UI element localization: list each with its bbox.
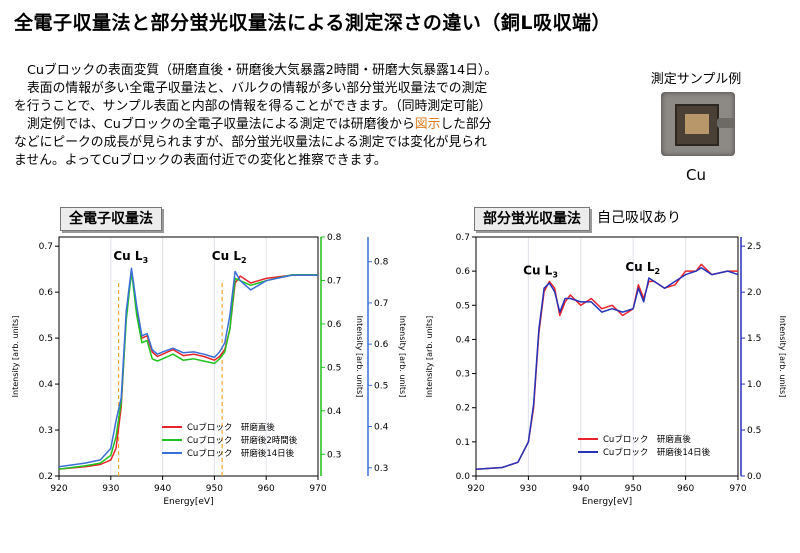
series-line: [58, 267, 318, 468]
peak-label-main: Cu L: [523, 264, 553, 278]
series-line: [58, 270, 318, 470]
y-tick-label: 0.7: [39, 242, 53, 252]
y-tick-label: 0.5: [456, 301, 470, 311]
peak-label-main: Cu L: [113, 249, 143, 263]
x-tick-label: 970: [309, 484, 326, 494]
legend-label: Cuブロック 研磨直後: [187, 422, 275, 433]
peak-label: Cu L3: [113, 249, 148, 265]
right-y-axis-label: Intensity [arb. units]: [778, 316, 787, 398]
right-y-axis-label: Intensity [arb. units]: [355, 316, 364, 398]
y-tick-label: 0.3: [456, 370, 470, 380]
description: Cuブロックの表面変質（研磨直後・研磨後大気暴露2時間・研磨大気暴露14日）。 …: [14, 62, 614, 170]
peak-label-main: Cu L: [212, 249, 242, 263]
right-y-tick-label: 0.8: [327, 233, 342, 243]
plot-frame: [58, 236, 319, 477]
right-y-tick-label: 1.0: [747, 380, 762, 390]
description-line: を行うことで、サンプル表面と内部の情報を得ることができます。（同時測定可能）: [14, 99, 492, 114]
y-axis-label: Intensity [arb. units]: [425, 316, 434, 398]
y-tick-label: 0.2: [456, 404, 470, 414]
peak-label-sub: 3: [143, 256, 149, 265]
x-tick-label: 960: [677, 484, 694, 494]
y-tick-label: 0.2: [39, 472, 53, 482]
right-y-tick-label: 0.4: [374, 423, 389, 433]
right-y-tick-label: 0.6: [327, 320, 342, 330]
peak-label-sub: 3: [552, 271, 558, 280]
description-line: Cuブロックの表面変質（研磨直後・研磨後大気暴露2時間・研磨大気暴露14日）。: [27, 63, 498, 78]
pfy-chart: 920 930 940 950 960 970 Energy[eV] 0.0 0.1 0.2 0.3…: [425, 233, 787, 507]
right-y-tick-label: 1.5: [747, 334, 761, 344]
sample-label: Cu: [686, 166, 706, 184]
x-axis-label: Energy[eV]: [582, 497, 632, 507]
right-y-tick-label: 0.0: [747, 472, 762, 482]
right-y-tick-label: 0.6: [374, 340, 389, 350]
sample-caption: 測定サンプル例: [650, 72, 742, 87]
highlight-text: 図示: [414, 117, 441, 132]
pfy-method-label: 部分蛍光収量法: [474, 207, 590, 231]
right-y-tick-label: 2.0: [747, 288, 762, 298]
x-tick-label: 950: [625, 484, 642, 494]
series-line: [475, 266, 739, 470]
right-y-tick-label: 0.5: [747, 426, 761, 436]
right-y-axis-label: Intensity [arb. units]: [398, 316, 407, 398]
plot-frame: [475, 236, 739, 477]
x-tick-label: 930: [102, 484, 119, 494]
cu-block: [685, 114, 709, 134]
description-text: 測定例では、Cuブロックの全電子収量法による測定では研磨後から: [27, 117, 415, 132]
y-tick-label: 0.4: [456, 335, 471, 345]
peak-label-sub: 2: [655, 267, 661, 276]
page-title: 全電子収量法と部分蛍光収量法による測定深さの違い（銅L吸収端）: [14, 12, 612, 34]
legend-label: Cuブロック 研磨後14日後: [187, 448, 295, 459]
x-tick-label: 970: [729, 484, 746, 494]
right-y-tick-label: 0.5: [374, 381, 388, 391]
description-text: した部分: [440, 117, 492, 132]
tey-chart: 920 930 940 950 960 970 Energy[eV] 0.2 0.3 0.4 0.5…: [11, 233, 407, 507]
y-tick-label: 0.1: [456, 438, 470, 448]
x-tick-label: 930: [520, 484, 537, 494]
x-tick-label: 940: [572, 484, 589, 494]
pfy-method-note: 自己吸収あり: [597, 210, 681, 226]
right-y-tick-label: 0.3: [374, 464, 388, 474]
y-tick-label: 0.3: [39, 426, 53, 436]
y-tick-label: 0.4: [39, 380, 54, 390]
sample-screw: [717, 118, 735, 128]
peak-label-main: Cu L: [625, 260, 655, 274]
x-tick-label: 920: [50, 484, 67, 494]
right-y-tick-label: 0.8: [374, 258, 389, 268]
tey-method-label: 全電子収量法: [60, 207, 162, 231]
x-tick-label: 950: [206, 484, 223, 494]
peak-label: Cu L2: [212, 249, 247, 265]
description-line: 表面の情報が多い全電子収量法と、バルクの情報が多い部分蛍光収量法での測定: [27, 81, 488, 96]
description-line: などにピークの成長が見られますが、部分蛍光収量法による測定では変化が見られ: [14, 135, 487, 150]
x-tick-label: 940: [154, 484, 171, 494]
sample-photo: [661, 92, 735, 156]
right-y-tick-label: 0.5: [327, 363, 341, 373]
peak-label: Cu L2: [625, 260, 660, 276]
peak-label: Cu L3: [523, 264, 558, 280]
legend-label: Cuブロック 研磨後14日後: [603, 447, 711, 458]
x-tick-label: 920: [467, 484, 484, 494]
right-y-tick-label: 0.4: [327, 407, 342, 417]
legend-label: Cuブロック 研磨直後: [603, 434, 691, 445]
x-tick-label: 960: [258, 484, 275, 494]
description-line: 測定例では、Cuブロックの全電子収量法による測定では研磨後から図示した部分: [14, 116, 614, 134]
right-y-tick-label: 0.7: [327, 276, 341, 286]
y-tick-label: 0.6: [39, 288, 54, 298]
y-tick-label: 0.0: [456, 472, 471, 482]
right-y-tick-label: 0.7: [374, 299, 388, 309]
description-line: ません。よってCuブロックの表面付近での変化と推察できます。: [14, 153, 387, 168]
legend-label: Cuブロック 研磨後2時間後: [187, 435, 298, 446]
peak-label-sub: 2: [241, 256, 247, 265]
y-tick-label: 0.7: [456, 233, 470, 243]
right-y-tick-label: 0.3: [327, 450, 341, 460]
y-axis-label: Intensity [arb. units]: [11, 316, 20, 398]
right-y-tick-label: 2.5: [747, 242, 761, 252]
x-axis-label: Energy[eV]: [163, 497, 213, 507]
y-tick-label: 0.6: [456, 267, 471, 277]
y-tick-label: 0.5: [39, 334, 53, 344]
